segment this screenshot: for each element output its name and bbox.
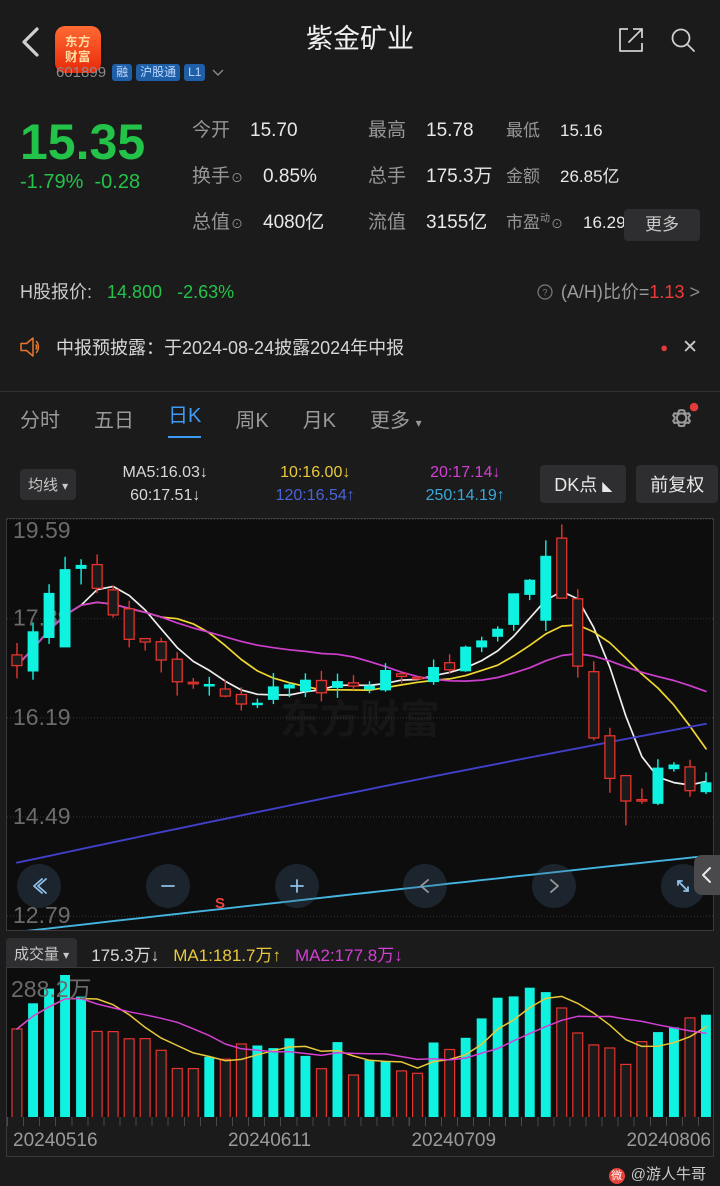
svg-text:?: ? <box>542 288 547 298</box>
svg-text:19.59: 19.59 <box>13 519 71 543</box>
svg-text:14.49: 14.49 <box>13 803 71 829</box>
svg-text:16.19: 16.19 <box>13 704 71 730</box>
